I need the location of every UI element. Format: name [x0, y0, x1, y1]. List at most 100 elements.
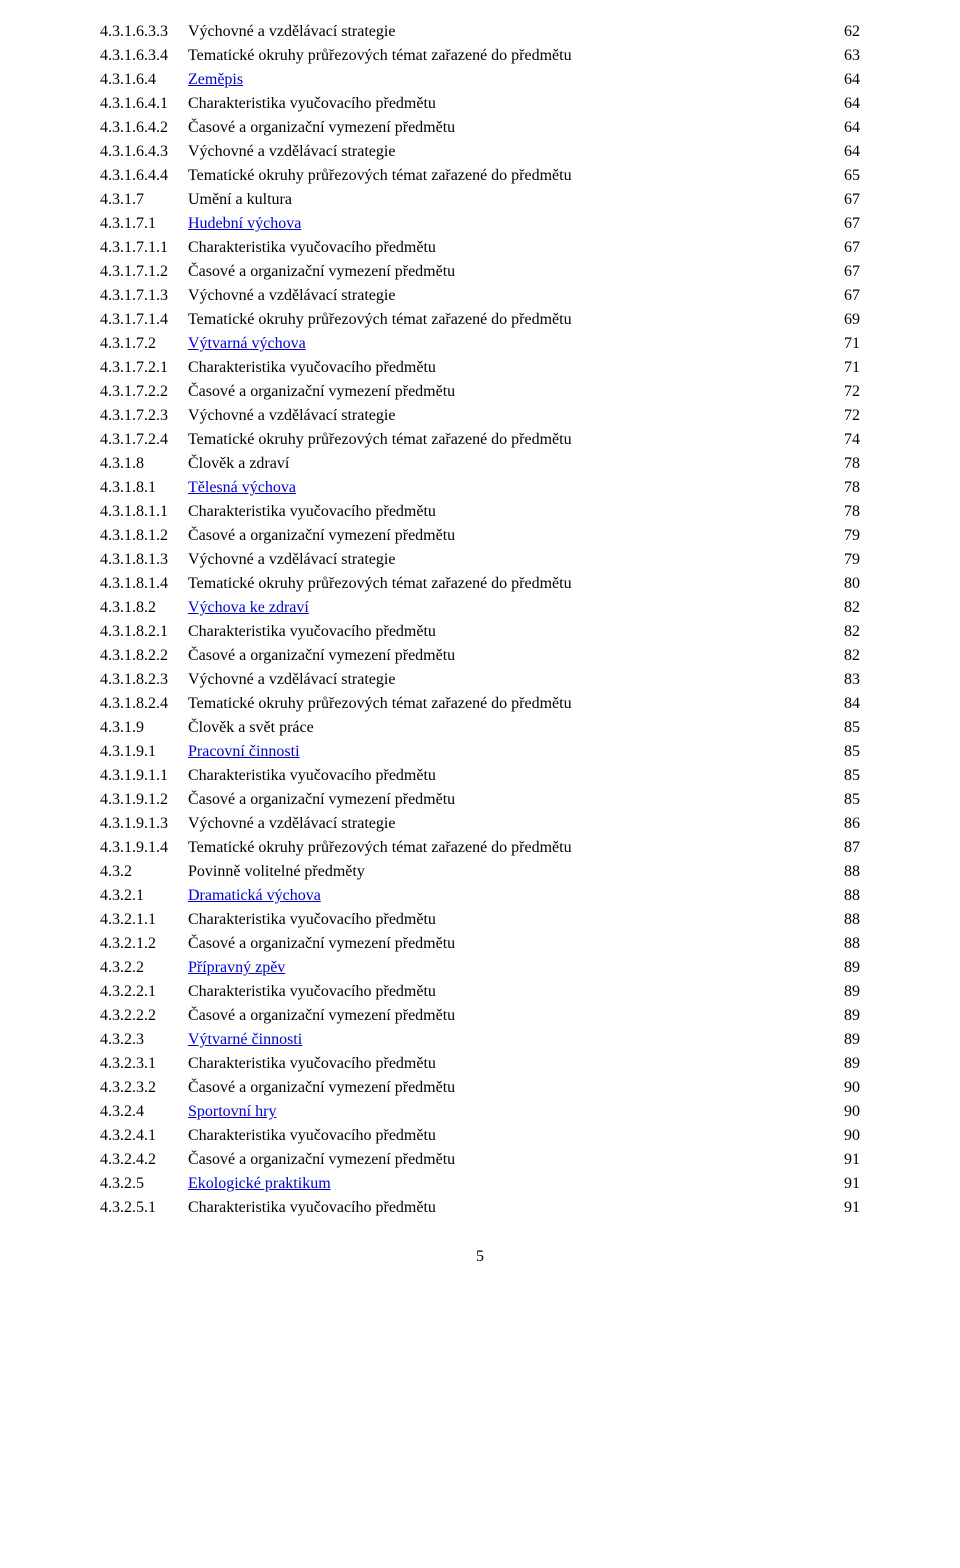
toc-row: 4.3.1.8.1Tělesná výchova 78 — [100, 476, 860, 500]
toc-title: Tematické okruhy průřezových témat zařaz… — [188, 836, 572, 860]
toc-link[interactable]: Výtvarné činnosti — [188, 1031, 302, 1048]
toc-section-number: 4.3.1.8.1.4 — [100, 572, 188, 596]
toc-page-number: 85 — [832, 740, 860, 764]
toc-page-number: 67 — [832, 284, 860, 308]
toc-row: 4.3.1.7.2Výtvarná výchova71 — [100, 332, 860, 356]
toc-section-number: 4.3.1.6.4.1 — [100, 92, 188, 116]
toc-title: Časové a organizační vymezení předmětu — [188, 1004, 455, 1028]
toc-page-number: 69 — [832, 308, 860, 332]
toc-title: Charakteristika vyučovacího předmětu — [188, 980, 436, 1004]
toc-page-number: 89 — [832, 1052, 860, 1076]
toc-row: 4.3.1.6.3.4Tematické okruhy průřezových … — [100, 44, 860, 68]
toc-page-number: 85 — [832, 716, 860, 740]
toc-link[interactable]: Výtvarná výchova — [188, 335, 306, 352]
toc-section-number: 4.3.1.9.1.4 — [100, 836, 188, 860]
toc-page-number: 79 — [832, 548, 860, 572]
toc-page-number: 78 — [832, 452, 860, 476]
toc-row: 4.3.1.6.4.1Charakteristika vyučovacího p… — [100, 92, 860, 116]
toc-page-number: 82 — [832, 620, 860, 644]
toc-title: Výchovné a vzdělávací strategie — [188, 812, 395, 836]
toc-section-number: 4.3.2.4 — [100, 1100, 188, 1124]
toc-title: Výchovné a vzdělávací strategie — [188, 404, 395, 428]
toc-section-number: 4.3.1.6.4.4 — [100, 164, 188, 188]
toc-link[interactable]: Přípravný zpěv — [188, 959, 285, 976]
toc-title: Tematické okruhy průřezových témat zařaz… — [188, 572, 572, 596]
toc-link[interactable]: Dramatická výchova — [188, 887, 321, 904]
toc-section-number: 4.3.1.7.1.1 — [100, 236, 188, 260]
document-page: 4.3.1.6.3.3 Výchovné a vzdělávací strateg… — [0, 0, 960, 1286]
toc-row: 4.3.1.9.1.1Charakteristika vyučovacího p… — [100, 764, 860, 788]
toc-section-number: 4.3.1.8.1.2 — [100, 524, 188, 548]
toc-row: 4.3.1.9Člověk a svět práce85 — [100, 716, 860, 740]
toc-link[interactable]: Pracovní činnosti — [188, 743, 300, 760]
toc-title: Charakteristika vyučovacího předmětu — [188, 92, 436, 116]
toc-row: 4.3.2.5Ekologické praktikum91 — [100, 1172, 860, 1196]
toc-row: 4.3.2.3Výtvarné činnosti89 — [100, 1028, 860, 1052]
toc-row: 4.3.2.3.2Časové a organizační vymezení p… — [100, 1076, 860, 1100]
toc-row: 4.3.1.8.1.4Tematické okruhy průřezových … — [100, 572, 860, 596]
toc-row: 4.3.2.4.2Časové a organizační vymezení p… — [100, 1148, 860, 1172]
toc-section-number: 4.3.1.8.1 — [100, 476, 188, 500]
toc-title: Umění a kultura — [188, 188, 292, 212]
toc-section-number: 4.3.1.7.2.3 — [100, 404, 188, 428]
toc-section-number: 4.3.2 — [100, 860, 188, 884]
toc-page-number: 88 — [832, 884, 860, 908]
toc-section-number: 4.3.1.9.1.3 — [100, 812, 188, 836]
toc-section-number: 4.3.2.2.1 — [100, 980, 188, 1004]
toc-section-number: 4.3.1.6.4.2 — [100, 116, 188, 140]
toc-title: Časové a organizační vymezení předmětu — [188, 260, 455, 284]
toc-page-number: 86 — [832, 812, 860, 836]
toc-row: 4.3.1.7.1.4Tematické okruhy průřezových … — [100, 308, 860, 332]
toc-page-number: 67 — [832, 212, 860, 236]
toc-title: Výchovné a vzdělávací strategie — [188, 548, 395, 572]
toc-link[interactable]: Zeměpis — [188, 71, 243, 88]
toc-section-number: 4.3.1.8.1.3 — [100, 548, 188, 572]
toc-page-number: 64 — [832, 140, 860, 164]
toc-row: 4.3.1.9.1.2Časové a organizační vymezení… — [100, 788, 860, 812]
toc-title: Charakteristika vyučovacího předmětu — [188, 356, 436, 380]
toc-page-number: 89 — [832, 956, 860, 980]
toc-row: 4.3.1.7.2.3Výchovné a vzdělávací strateg… — [100, 404, 860, 428]
toc-row: 4.3.1.6.4Zeměpis64 — [100, 68, 860, 92]
toc-section-number: 4.3.2.4.1 — [100, 1124, 188, 1148]
toc-page-number: 71 — [832, 356, 860, 380]
toc-row: 4.3.1.7.1.1Charakteristika vyučovacího p… — [100, 236, 860, 260]
toc-link[interactable]: Tělesná výchova — [188, 479, 296, 496]
toc-section-number: 4.3.1.7 — [100, 188, 188, 212]
toc-link[interactable]: Hudební výchova — [188, 215, 301, 232]
toc-section-number: 4.3.1.7.2 — [100, 332, 188, 356]
toc-section-number: 4.3.1.8.2.1 — [100, 620, 188, 644]
toc-page-number: 67 — [832, 188, 860, 212]
toc-page-number: 88 — [832, 932, 860, 956]
toc-section-number: 4.3.2.2 — [100, 956, 188, 980]
toc-page-number: 74 — [832, 428, 860, 452]
toc-section-number: 4.3.1.7.2.4 — [100, 428, 188, 452]
toc-link[interactable]: Sportovní hry — [188, 1103, 276, 1120]
toc-title: Tematické okruhy průřezových témat zařaz… — [188, 164, 572, 188]
toc-section-number: 4.3.1.7.2.2 — [100, 380, 188, 404]
toc-section-number: 4.3.2.1.2 — [100, 932, 188, 956]
toc-section-number: 4.3.1.8.1.1 — [100, 500, 188, 524]
toc-link[interactable]: Výchova ke zdraví — [188, 599, 309, 616]
toc-section-number: 4.3.1.7.1.4 — [100, 308, 188, 332]
toc-page-number: 78 — [832, 476, 860, 500]
toc-title: Člověk a svět práce — [188, 716, 314, 740]
toc-row: 4.3.1.7.1.3Výchovné a vzdělávací strateg… — [100, 284, 860, 308]
toc-page-number: 91 — [832, 1196, 860, 1220]
toc-title: Tematické okruhy průřezových témat zařaz… — [188, 428, 572, 452]
toc-title: Výchovné a vzdělávací strategie — [188, 140, 395, 164]
toc-section-number: 4.3.2.3.2 — [100, 1076, 188, 1100]
toc-row: 4.3.1.7.1Hudební výchova67 — [100, 212, 860, 236]
toc-row: 4.3.2.4.1Charakteristika vyučovacího pře… — [100, 1124, 860, 1148]
toc-page-number: 78 — [832, 500, 860, 524]
toc-row: 4.3.2.1.2Časové a organizační vymezení p… — [100, 932, 860, 956]
toc-page-number: 88 — [832, 908, 860, 932]
toc-row: 4.3.1.6.4.2Časové a organizační vymezení… — [100, 116, 860, 140]
toc-link[interactable]: Ekologické praktikum — [188, 1175, 331, 1192]
toc-row: 4.3.1.8.2.2Časové a organizační vymezení… — [100, 644, 860, 668]
toc-page-number: 91 — [832, 1172, 860, 1196]
toc-section-number: 4.3.1.8.2 — [100, 596, 188, 620]
toc-section-number: 4.3.1.8.2.3 — [100, 668, 188, 692]
toc-row: 4.3.2.2.2Časové a organizační vymezení p… — [100, 1004, 860, 1028]
toc-section-number: 4.3.1.6.3.3 — [100, 20, 188, 44]
